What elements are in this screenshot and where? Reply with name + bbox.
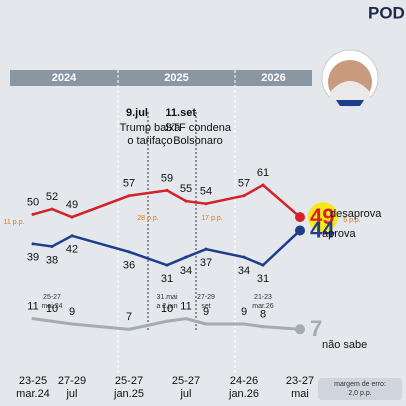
point-date: 25-27 mai.24 <box>41 294 62 310</box>
value-label: 55 <box>180 183 192 195</box>
x-tick-label: 23-25 mar.24 <box>16 375 50 400</box>
point <box>184 317 188 321</box>
value-label: 61 <box>257 167 269 179</box>
value-label: 54 <box>200 186 212 198</box>
value-label: 59 <box>161 172 173 184</box>
value-label: 37 <box>200 257 212 269</box>
period-label: 2026 <box>261 72 285 84</box>
value-label: 52 <box>46 191 58 203</box>
value-label: 8 <box>260 309 266 321</box>
value-label: 49 <box>66 199 78 211</box>
value-label: 50 <box>27 196 39 208</box>
point <box>295 324 305 335</box>
point <box>261 325 265 329</box>
point-date: 27-29 set <box>197 294 215 310</box>
value-label: 57 <box>123 178 135 190</box>
value-label: 9 <box>241 306 247 318</box>
point-date: 21-23 mar.26 <box>252 294 274 310</box>
point <box>127 250 131 254</box>
value-label: 42 <box>66 244 78 256</box>
point-date: 31.mai a 2.jun <box>156 294 177 310</box>
point <box>295 212 305 223</box>
value-label: 34 <box>180 265 192 277</box>
value-label: 31 <box>257 273 269 285</box>
gap-label: 28 p.p. <box>137 215 158 222</box>
final-value: 49 <box>310 204 334 229</box>
point <box>127 194 131 198</box>
point <box>165 263 169 267</box>
gap-label: 11 p.p. <box>4 219 25 226</box>
point <box>204 322 208 326</box>
value-label: 39 <box>27 252 39 264</box>
gap-label: 5 p.p. <box>343 217 361 224</box>
series-line <box>32 183 301 219</box>
period-band <box>10 70 312 86</box>
point <box>204 202 208 206</box>
x-tick-label: 25-27 jul <box>172 375 200 400</box>
value-label: 38 <box>46 254 58 266</box>
point <box>31 212 35 216</box>
point <box>127 327 131 331</box>
point <box>165 188 169 192</box>
period-label: 2024 <box>52 72 77 84</box>
x-tick-label: 27-29 jul <box>58 375 86 400</box>
series-line <box>32 229 301 267</box>
point <box>295 225 305 236</box>
legend-label: não sabe <box>322 339 367 351</box>
point <box>50 207 54 211</box>
note: margem de erro: 2,0 p.p. <box>334 381 386 397</box>
value-label: 57 <box>238 178 250 190</box>
point <box>70 322 74 326</box>
final-value: 44 <box>310 217 335 242</box>
value-label: 34 <box>238 265 250 277</box>
value-label: 7 <box>126 311 132 323</box>
x-tick-label: 25-27 jan.25 <box>113 375 144 400</box>
point <box>70 215 74 219</box>
event-text: STF condena Bolsonaro <box>165 122 232 147</box>
value-label: 9 <box>203 306 209 318</box>
point <box>31 242 35 246</box>
point <box>165 319 169 323</box>
point <box>261 183 265 187</box>
legend-label: aprova <box>322 228 357 240</box>
point <box>184 255 188 259</box>
value-label: 31 <box>161 273 173 285</box>
legend-label: desaprova <box>330 208 382 220</box>
x-tick-label: 23-27 mai <box>286 375 314 400</box>
point <box>50 319 54 323</box>
point <box>261 263 265 267</box>
final-value: 7 <box>310 316 322 341</box>
point <box>50 244 54 248</box>
event-text: Trump baixa o tarifaço <box>120 122 182 147</box>
point <box>204 247 208 251</box>
point <box>242 194 246 198</box>
value-label: 11 <box>180 301 191 313</box>
x-tick-label: 24-26 jan.26 <box>228 375 259 400</box>
value-label: 10 <box>46 303 58 315</box>
series-line <box>32 317 301 331</box>
brand: PODE <box>368 3 406 22</box>
value-label: 11 <box>27 301 38 313</box>
point <box>184 199 188 203</box>
point <box>70 234 74 238</box>
event-date: 9.jul <box>126 107 148 119</box>
note-box <box>318 378 402 400</box>
value-label: 36 <box>123 260 135 272</box>
event-date: 11.set <box>165 107 196 119</box>
gap-label: 17 p.p. <box>201 215 222 222</box>
portrait <box>321 49 379 107</box>
value-label: 10 <box>161 303 173 315</box>
highlight <box>308 202 338 233</box>
period-label: 2025 <box>164 72 188 84</box>
value-label: 9 <box>69 306 75 318</box>
point <box>242 322 246 326</box>
point <box>242 255 246 259</box>
point <box>31 317 35 321</box>
